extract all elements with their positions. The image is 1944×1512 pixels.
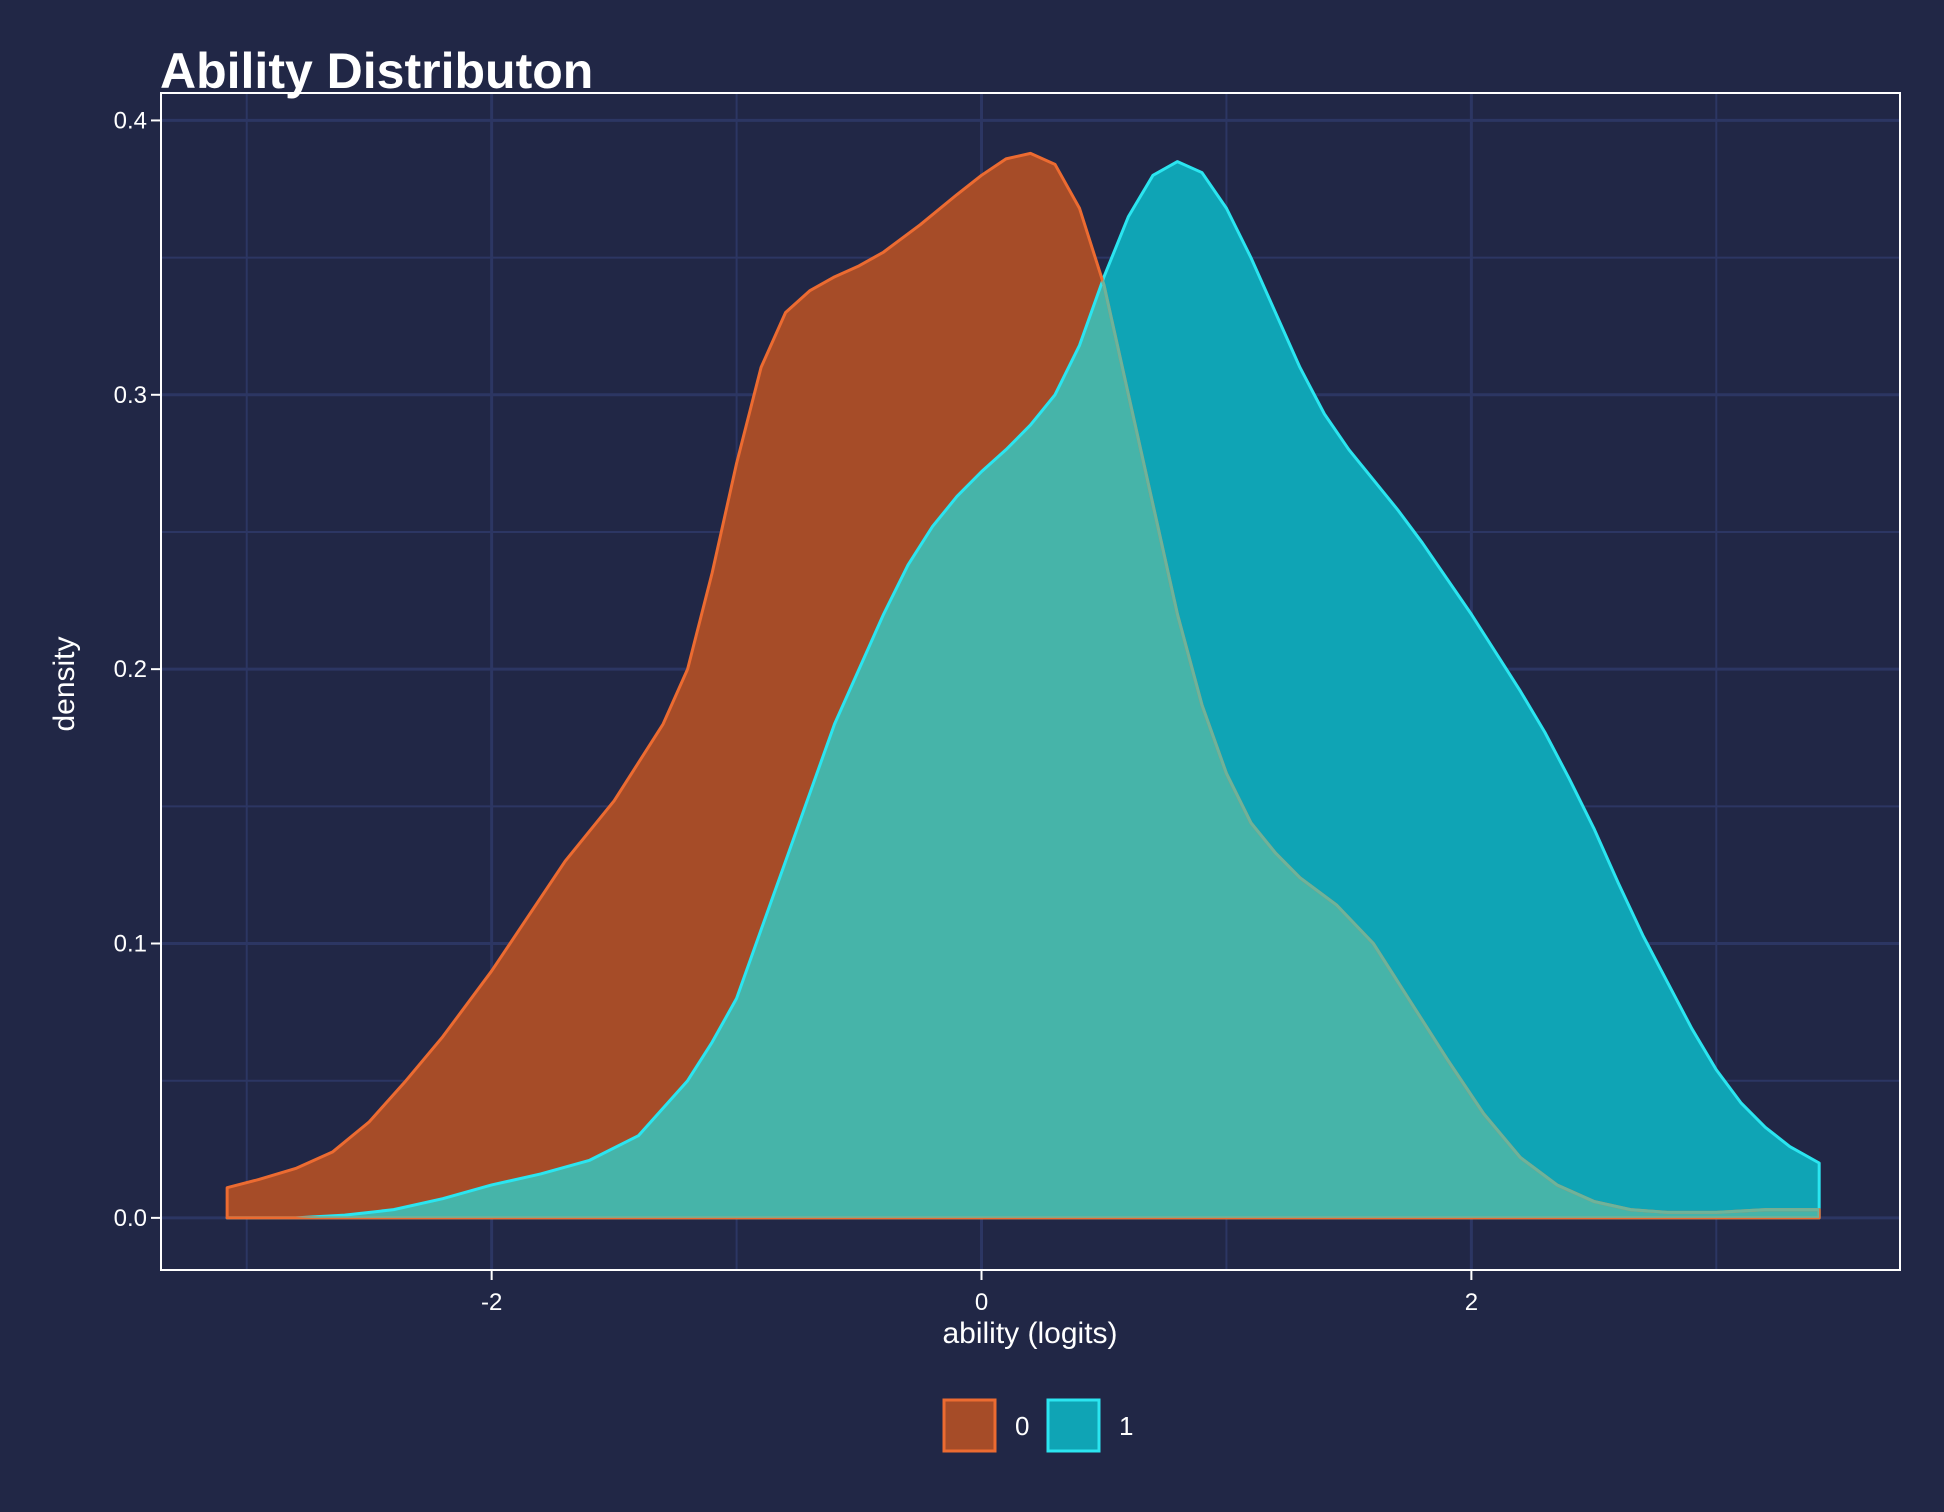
y-tick-label: 0.0 (114, 1205, 147, 1232)
y-tick-label: 0.2 (114, 656, 147, 683)
x-tick-label: 2 (1465, 1289, 1478, 1316)
legend-key-0 (942, 1398, 997, 1453)
y-tick-label: 0.1 (114, 931, 147, 958)
y-axis-title: density (48, 636, 81, 731)
x-axis-title: ability (logits) (942, 1317, 1117, 1350)
legend-label-1: 1 (1119, 1411, 1133, 1441)
legend-label-0: 0 (1015, 1411, 1029, 1441)
legend-key-1 (1046, 1398, 1101, 1453)
axis-ticks: -2 0 2 0.0 0.1 0.2 0.3 0.4 (114, 107, 1478, 1316)
x-tick-label: -2 (481, 1289, 502, 1316)
chart-title: Ability Distributon (160, 43, 593, 99)
y-tick-label: 0.4 (114, 107, 147, 134)
y-tick-label: 0.3 (114, 382, 147, 409)
plot-frame (160, 92, 1901, 1271)
series-1-line (225, 160, 1821, 1220)
x-tick-label: 0 (975, 1289, 988, 1316)
overlap-area (227, 281, 1820, 1218)
density-series (225, 151, 1821, 1220)
